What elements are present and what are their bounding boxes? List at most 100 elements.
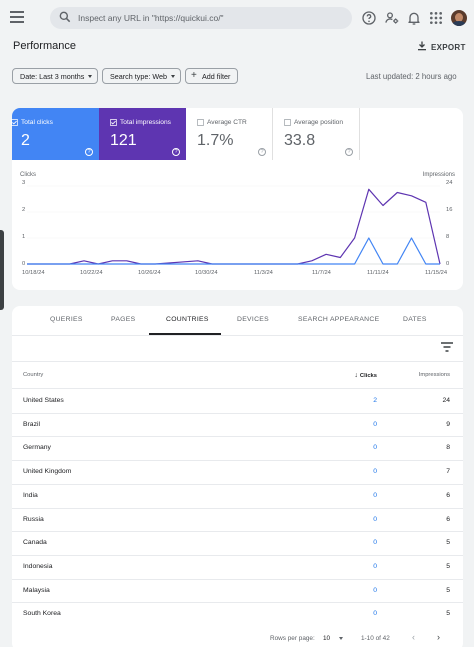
filter-rows-icon[interactable] (441, 342, 453, 352)
chevron-down-icon (339, 637, 343, 640)
impressions-cell: 5 (446, 539, 450, 547)
x-tick: 11/11/24 (367, 270, 389, 276)
table-row[interactable] (12, 531, 463, 555)
divider (12, 483, 463, 485)
x-tick: 10/22/24 (80, 270, 103, 276)
table-row[interactable] (12, 579, 463, 603)
y-right-tick: 24 (446, 180, 453, 186)
manage-users-icon[interactable] (384, 10, 400, 26)
impressions-cell: 6 (446, 515, 450, 523)
next-page-icon[interactable]: › (437, 632, 440, 642)
table-row[interactable] (12, 508, 463, 532)
x-tick: 10/30/24 (195, 270, 218, 276)
previous-page-icon[interactable]: ‹ (412, 632, 415, 642)
apps-grid-icon[interactable] (428, 10, 444, 26)
column-header-country[interactable]: Country (23, 372, 44, 378)
metric-average-position[interactable]: Average position 33.8 ? (273, 108, 360, 160)
notifications-icon[interactable] (406, 10, 422, 26)
impressions-cell: 5 (446, 586, 450, 594)
add-filter-button[interactable]: + Add filter (185, 68, 238, 84)
country-cell: Russia (23, 515, 44, 523)
table-row[interactable] (12, 413, 463, 437)
table-row[interactable] (12, 484, 463, 508)
metric-total-clicks[interactable]: Total clicks 2 ? (11, 108, 99, 160)
y-left-tick: 1 (22, 234, 26, 240)
tab-search-appearance[interactable]: SEARCH APPEARANCE (298, 316, 380, 323)
divider (12, 578, 463, 580)
metric-label: Total impressions (120, 119, 171, 126)
rows-per-page-select[interactable]: 10 (323, 635, 343, 642)
y-right-tick: 8 (446, 234, 450, 240)
chevron-down-icon (171, 75, 175, 78)
y-right-tick: 16 (446, 207, 453, 213)
left-axis-title: Clicks (20, 172, 36, 178)
rows-per-page-value: 10 (323, 635, 331, 642)
divider (12, 507, 463, 509)
clicks-cell: 0 (373, 468, 377, 476)
divider (12, 531, 463, 533)
table-row[interactable] (12, 460, 463, 484)
table-row[interactable] (12, 436, 463, 460)
chevron-down-icon (88, 75, 92, 78)
metric-label: Total clicks (21, 119, 53, 126)
x-tick: 11/15/24 (425, 270, 448, 276)
menu-icon[interactable] (10, 11, 24, 23)
divider (12, 412, 463, 414)
column-header-impressions[interactable]: Impressions (418, 372, 450, 378)
impressions-cell: 8 (446, 444, 450, 452)
checkbox-checked-icon (110, 119, 117, 126)
impressions-cell: 5 (446, 610, 450, 618)
divider (12, 361, 463, 362)
page-title: Performance (13, 40, 76, 52)
metric-value: 121 (110, 132, 137, 149)
pagination-range: 1-10 of 42 (361, 635, 390, 642)
y-right-tick: 0 (446, 261, 450, 267)
help-icon[interactable]: ? (258, 148, 266, 156)
country-cell: India (23, 491, 38, 499)
clicks-cell: 0 (373, 586, 377, 594)
metric-value: 1.7% (197, 132, 234, 149)
date-filter-chip[interactable]: Date: Last 3 months (12, 68, 98, 84)
help-icon[interactable] (361, 10, 377, 26)
right-axis-title: Impressions (422, 172, 455, 178)
help-icon[interactable]: ? (345, 148, 353, 156)
side-panel-handle[interactable] (0, 230, 4, 310)
clicks-cell: 0 (373, 515, 377, 523)
divider (12, 335, 463, 336)
table-row[interactable] (12, 555, 463, 579)
metric-total-impressions[interactable]: Total impressions 121 ? (99, 108, 186, 160)
search-input[interactable] (78, 10, 346, 26)
x-tick: 10/26/24 (138, 270, 161, 276)
tab-dates[interactable]: DATES (403, 316, 427, 323)
metric-label: Average CTR (207, 119, 247, 126)
tab-devices[interactable]: DEVICES (237, 316, 269, 323)
tab-countries[interactable]: COUNTRIES (166, 316, 209, 323)
metric-value: 33.8 (284, 132, 316, 149)
help-icon[interactable]: ? (85, 148, 93, 156)
search-type-chip[interactable]: Search type: Web (102, 68, 181, 84)
impressions-cell: 7 (446, 468, 450, 476)
column-header-clicks[interactable]: ↓ Clicks (354, 372, 377, 379)
impressions-cell: 9 (446, 420, 450, 428)
divider (12, 554, 463, 556)
metric-average-ctr[interactable]: Average CTR 1.7% ? (186, 108, 273, 160)
tab-pages[interactable]: PAGES (111, 316, 136, 323)
clicks-cell: 0 (373, 491, 377, 499)
table-row[interactable] (12, 389, 463, 413)
x-tick: 11/7/24 (312, 270, 331, 276)
country-cell: Germany (23, 444, 51, 452)
help-icon[interactable]: ? (172, 148, 180, 156)
country-cell: United States (23, 397, 64, 404)
clicks-cell: 0 (373, 420, 377, 428)
y-left-tick: 2 (22, 207, 26, 213)
y-left-tick: 0 (22, 261, 26, 267)
tab-queries[interactable]: QUERIES (50, 316, 83, 323)
url-inspection-search[interactable] (50, 7, 352, 29)
account-avatar[interactable] (451, 10, 467, 26)
country-cell: Malaysia (23, 586, 50, 594)
checkbox-checked-icon (11, 119, 18, 126)
table-row[interactable] (12, 602, 463, 626)
metric-value: 2 (21, 132, 30, 149)
checkbox-unchecked-icon (284, 119, 291, 126)
download-icon (418, 41, 426, 51)
